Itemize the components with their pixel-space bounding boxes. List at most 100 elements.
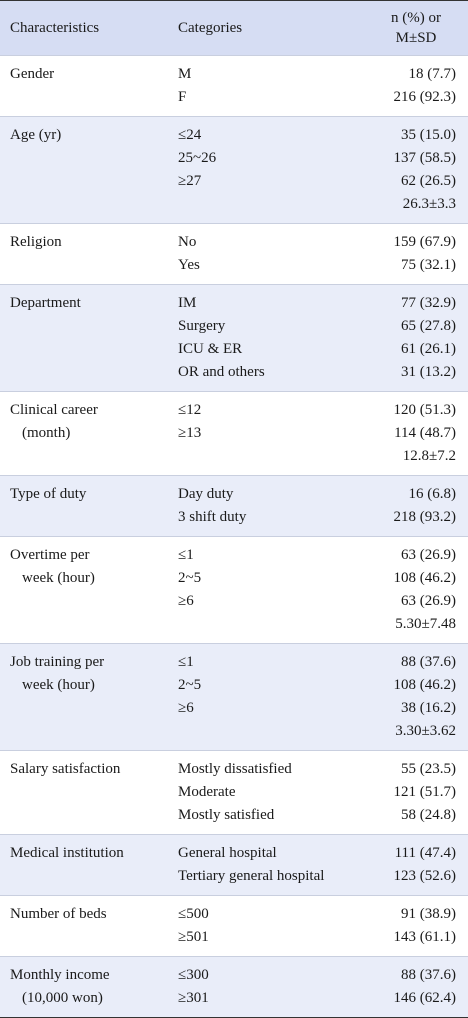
category: Mostly dissatisfied bbox=[178, 761, 292, 777]
characteristic-cell: Medical institution bbox=[0, 834, 178, 896]
value: 38 (16.2) bbox=[401, 700, 456, 716]
characteristic-line: (month) bbox=[22, 425, 71, 441]
value: 55 (23.5) bbox=[401, 761, 456, 777]
category: ≥27 bbox=[178, 173, 202, 189]
category: Mostly satisfied bbox=[178, 807, 275, 823]
category: ≤1 bbox=[178, 654, 194, 670]
characteristic-line: Type of duty bbox=[10, 486, 87, 502]
value: 18 (7.7) bbox=[408, 66, 457, 82]
category: Tertiary general hospital bbox=[178, 868, 325, 884]
value: 35 (15.0) bbox=[401, 127, 456, 143]
characteristic-line: Job training per bbox=[10, 654, 105, 670]
group-row: Monthly income (10,000 won) ≤300 ≥301 88 (37… bbox=[0, 956, 468, 1018]
category: No bbox=[178, 234, 197, 250]
characteristic-line: Age (yr) bbox=[10, 127, 62, 143]
characteristic-line: Salary satisfaction bbox=[10, 761, 121, 777]
value: 63 (26.9) bbox=[401, 593, 456, 609]
characteristic-line: week (hour) bbox=[22, 570, 95, 586]
value: 91 (38.9) bbox=[401, 906, 456, 922]
characteristic-line: Medical institution bbox=[10, 845, 124, 861]
value: 5.30±7.48 bbox=[395, 616, 456, 632]
category: Day duty bbox=[178, 486, 234, 502]
category: Yes bbox=[178, 257, 200, 273]
value-cell: 88 (37.6) 108 (46.2) 38 (16.2) 3.30±3.62 bbox=[368, 643, 468, 751]
value: 137 (58.5) bbox=[393, 150, 457, 166]
value: 12.8±7.2 bbox=[402, 448, 456, 464]
value: 123 (52.6) bbox=[393, 868, 457, 884]
value: 120 (51.3) bbox=[393, 402, 457, 418]
category: 2~5 bbox=[178, 677, 202, 693]
characteristic-cell: Type of duty bbox=[0, 475, 178, 537]
value: 77 (32.9) bbox=[401, 295, 456, 311]
value: 75 (32.1) bbox=[401, 257, 456, 273]
value: 143 (61.1) bbox=[393, 929, 457, 945]
value: 88 (37.6) bbox=[401, 967, 456, 983]
group-row: Type of duty Day duty 3 shift duty 16 (6.8)… bbox=[0, 475, 468, 537]
value: 218 (93.2) bbox=[393, 509, 457, 525]
characteristic-line: week (hour) bbox=[22, 677, 95, 693]
characteristic-cell: Job training per week (hour) bbox=[0, 643, 178, 751]
value: 65 (27.8) bbox=[401, 318, 456, 334]
category: ≤1 bbox=[178, 547, 194, 563]
value: 63 (26.9) bbox=[401, 547, 456, 563]
blank-line bbox=[178, 193, 368, 216]
group-row: Religion No Yes 159 (67.9) 75 (32.1) bbox=[0, 223, 468, 285]
group-row: Age (yr) ≤24 25~26 ≥27 35 (15.0) 137 (58.5) 62… bbox=[0, 116, 468, 224]
group-row: Overtime per week (hour) ≤1 2~5 ≥6 63 (26.9) 1… bbox=[0, 536, 468, 644]
group-row: Medical institution General hospital Terti… bbox=[0, 834, 468, 896]
value: 88 (37.6) bbox=[401, 654, 456, 670]
value: 216 (92.3) bbox=[393, 89, 457, 105]
category: 3 shift duty bbox=[178, 509, 247, 525]
value: 62 (26.5) bbox=[401, 173, 456, 189]
group-row: Job training per week (hour) ≤1 2~5 ≥6 88 (37… bbox=[0, 643, 468, 751]
category: General hospital bbox=[178, 845, 277, 861]
characteristic-line: (10,000 won) bbox=[22, 990, 103, 1006]
group-row: Number of beds ≤500 ≥501 91 (38.9) 143 (61.1… bbox=[0, 895, 468, 957]
characteristic-cell: Age (yr) bbox=[0, 116, 178, 224]
category-cell: Day duty 3 shift duty bbox=[178, 475, 368, 537]
category-cell: ≤1 2~5 ≥6 bbox=[178, 536, 368, 644]
characteristic-cell: Department bbox=[0, 284, 178, 392]
value-cell: 120 (51.3) 114 (48.7) 12.8±7.2 bbox=[368, 391, 468, 476]
category-cell: Mostly dissatisfied Moderate Mostly satisf… bbox=[178, 750, 368, 835]
value: 121 (51.7) bbox=[393, 784, 457, 800]
value-cell: 111 (47.4) 123 (52.6) bbox=[368, 834, 468, 896]
characteristic-line: Religion bbox=[10, 234, 62, 250]
characteristic-line: Overtime per bbox=[10, 547, 90, 563]
value: 146 (62.4) bbox=[393, 990, 457, 1006]
category-cell: ≤24 25~26 ≥27 bbox=[178, 116, 368, 224]
value-cell: 55 (23.5) 121 (51.7) 58 (24.8) bbox=[368, 750, 468, 835]
characteristic-cell: Monthly income (10,000 won) bbox=[0, 956, 178, 1018]
header-row: Characteristics Categories n (%) or M±SD bbox=[0, 0, 468, 56]
value: 3.30±3.62 bbox=[395, 723, 456, 739]
characteristic-cell: Clinical career (month) bbox=[0, 391, 178, 476]
characteristic-cell: Salary satisfaction bbox=[0, 750, 178, 835]
category-cell: ≤300 ≥301 bbox=[178, 956, 368, 1018]
value: 61 (26.1) bbox=[401, 341, 456, 357]
category: ≤300 bbox=[178, 967, 209, 983]
value-cell: 91 (38.9) 143 (61.1) bbox=[368, 895, 468, 957]
characteristic-cell: Overtime per week (hour) bbox=[0, 536, 178, 644]
value: 111 (47.4) bbox=[394, 845, 456, 861]
category: ≥13 bbox=[178, 425, 202, 441]
characteristic-cell: Number of beds bbox=[0, 895, 178, 957]
table-body: Gender M F 18 (7.7) 216 (92.3) Age (yr) ≤24 25~… bbox=[0, 55, 468, 1018]
header-cell: Categories bbox=[178, 0, 368, 56]
category-cell: ≤1 2~5 ≥6 bbox=[178, 643, 368, 751]
value-cell: 18 (7.7) 216 (92.3) bbox=[368, 55, 468, 117]
category-cell: General hospital Tertiary general hospita… bbox=[178, 834, 368, 896]
category: Moderate bbox=[178, 784, 236, 800]
characteristic-line: Gender bbox=[10, 66, 55, 82]
value-cell: 77 (32.9) 65 (27.8) 61 (26.1) 31 (13.2) bbox=[368, 284, 468, 392]
category-cell: No Yes bbox=[178, 223, 368, 285]
category-cell: ≤500 ≥501 bbox=[178, 895, 368, 957]
table-header: Characteristics Categories n (%) or M±SD bbox=[0, 0, 468, 56]
category: IM bbox=[178, 295, 197, 311]
category: OR and others bbox=[178, 364, 265, 380]
group-row: Clinical career (month) ≤12 ≥13 120 (51.3) 11… bbox=[0, 391, 468, 476]
value: 26.3±3.3 bbox=[402, 196, 456, 212]
